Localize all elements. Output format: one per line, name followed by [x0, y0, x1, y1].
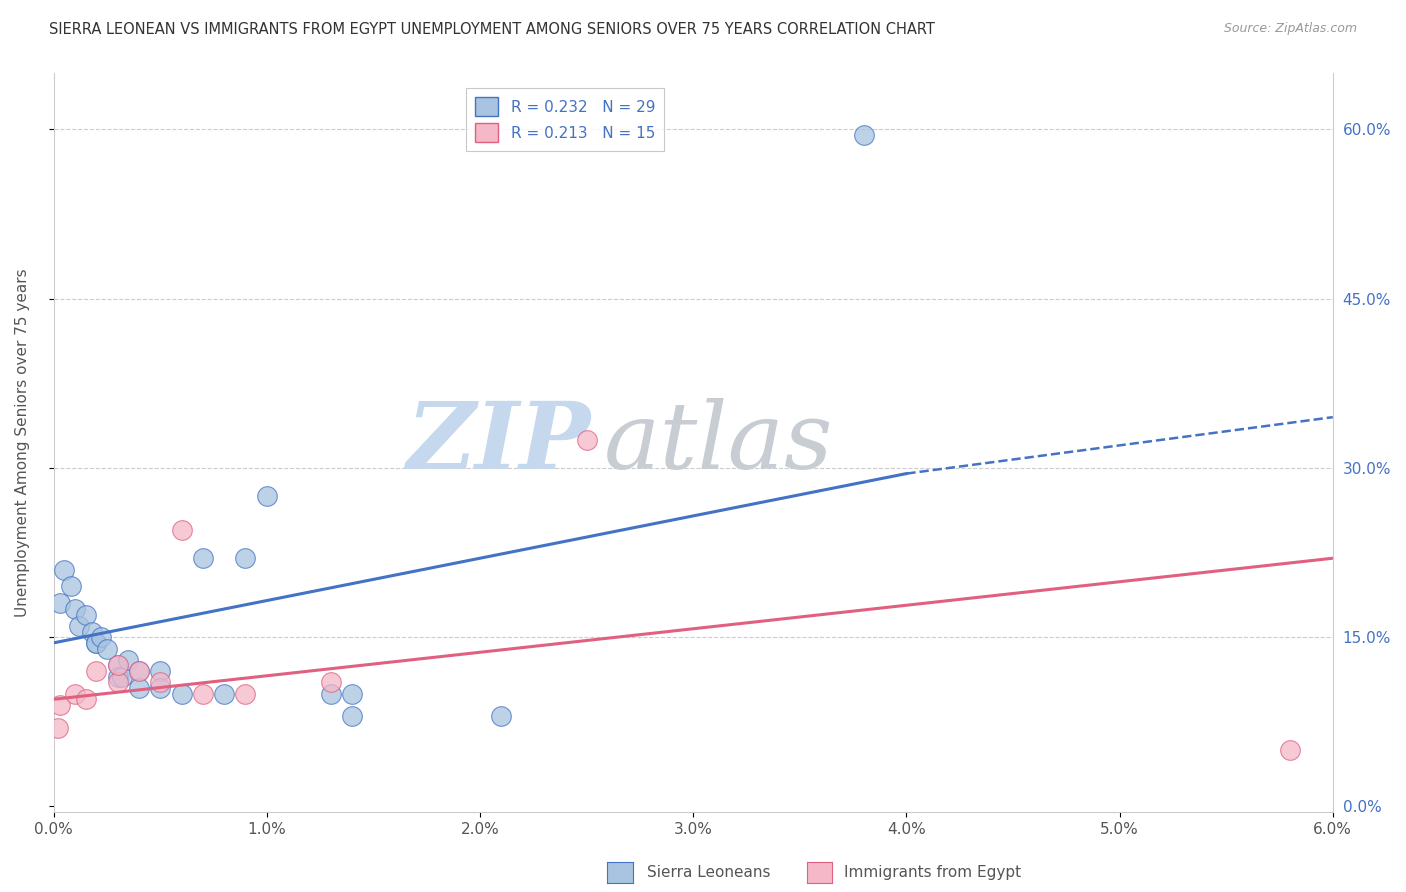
Point — [111, 670, 134, 684]
Text: atlas: atlas — [603, 398, 834, 488]
Point — [63, 602, 86, 616]
Point — [128, 664, 150, 678]
Text: Sierra Leoneans: Sierra Leoneans — [647, 865, 770, 880]
Point — [170, 687, 193, 701]
Point — [46, 721, 69, 735]
Text: Immigrants from Egypt: Immigrants from Egypt — [844, 865, 1021, 880]
Point — [63, 687, 86, 701]
Point — [256, 489, 278, 503]
Point — [191, 687, 214, 701]
Point — [128, 681, 150, 695]
Point — [575, 433, 598, 447]
Point — [1279, 743, 1302, 757]
Point — [107, 658, 129, 673]
Point — [170, 523, 193, 537]
Point — [149, 675, 172, 690]
Point — [319, 675, 342, 690]
Point — [340, 709, 363, 723]
Point — [84, 636, 107, 650]
Point — [80, 624, 103, 639]
Point — [235, 551, 257, 566]
Point — [319, 687, 342, 701]
Point — [67, 619, 90, 633]
Point — [117, 653, 139, 667]
Text: SIERRA LEONEAN VS IMMIGRANTS FROM EGYPT UNEMPLOYMENT AMONG SENIORS OVER 75 YEARS: SIERRA LEONEAN VS IMMIGRANTS FROM EGYPT … — [49, 22, 935, 37]
Point — [235, 687, 257, 701]
Point — [852, 128, 875, 142]
Point — [212, 687, 235, 701]
Point — [191, 551, 214, 566]
Legend: R = 0.232   N = 29, R = 0.213   N = 15: R = 0.232 N = 29, R = 0.213 N = 15 — [467, 88, 664, 152]
Point — [75, 692, 97, 706]
Point — [49, 596, 72, 610]
Point — [107, 670, 129, 684]
Text: ZIP: ZIP — [406, 398, 591, 488]
Point — [53, 562, 76, 576]
Point — [340, 687, 363, 701]
Point — [149, 664, 172, 678]
Point — [75, 607, 97, 622]
Point — [59, 579, 82, 593]
Point — [49, 698, 72, 712]
Point — [491, 709, 513, 723]
Point — [107, 675, 129, 690]
Point — [107, 658, 129, 673]
Point — [149, 681, 172, 695]
Y-axis label: Unemployment Among Seniors over 75 years: Unemployment Among Seniors over 75 years — [15, 268, 30, 617]
Point — [128, 664, 150, 678]
Point — [84, 664, 107, 678]
Point — [96, 641, 118, 656]
Text: Source: ZipAtlas.com: Source: ZipAtlas.com — [1223, 22, 1357, 36]
Point — [89, 630, 111, 644]
Point — [84, 636, 107, 650]
